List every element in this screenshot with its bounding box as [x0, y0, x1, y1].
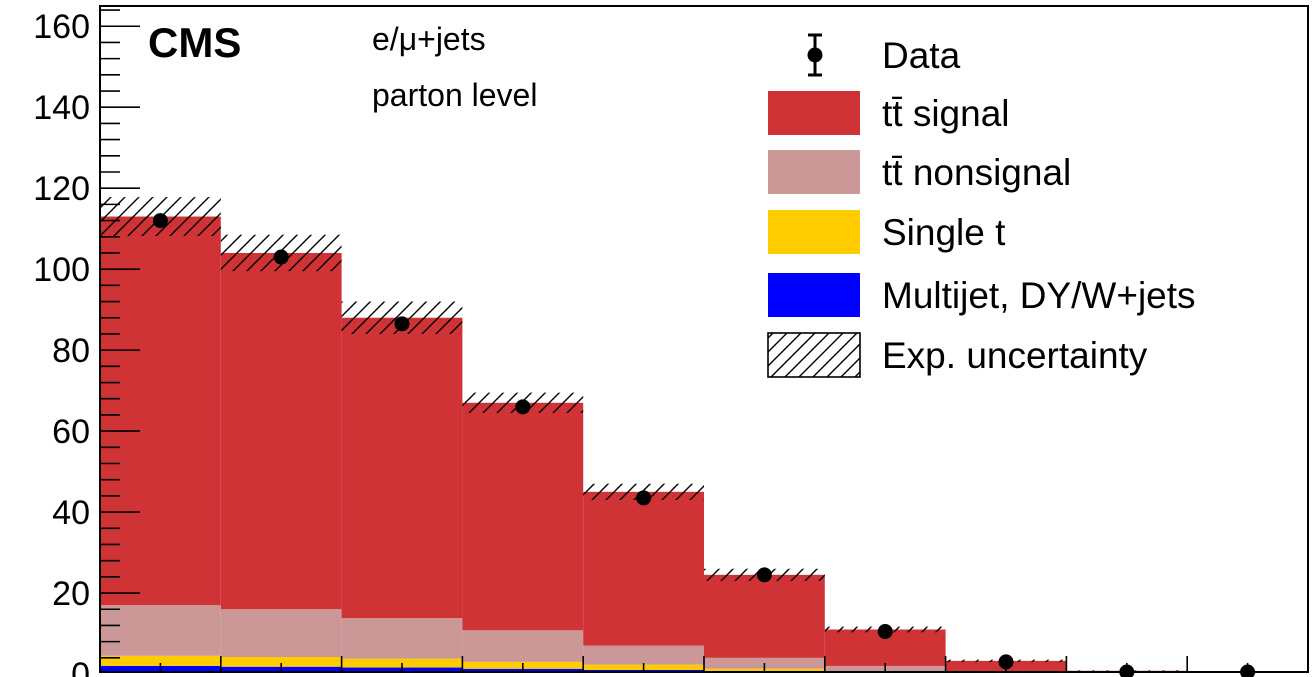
legend-label: Multijet, DY/W+jets: [882, 275, 1196, 316]
y-tick-label: 40: [52, 494, 90, 532]
bar-signal-bin-2: [220, 252, 342, 610]
level-annotation: parton level: [372, 77, 537, 113]
legend-label: tt̄ nonsignal: [882, 152, 1071, 193]
bar-nonsignal-bin-2: [220, 609, 342, 658]
y-tick-label: 140: [33, 89, 90, 127]
data-point-bin-8: [998, 654, 1014, 670]
y-tick-label: 120: [33, 170, 90, 208]
experiment-label: CMS: [148, 19, 241, 66]
data-point-bin-1: [152, 213, 168, 229]
data-point-bin-7: [877, 624, 893, 640]
legend-hatch-swatch: [767, 332, 861, 378]
bar-nonsignal-bin-4: [462, 630, 584, 662]
y-axis: 0 20 40 60 80 100 120 140 160: [33, 8, 140, 677]
bar-signal-bin-4: [462, 402, 584, 631]
y-tick-label: 160: [33, 8, 90, 46]
data-point-bin-2: [273, 249, 289, 265]
legend-swatch: [768, 210, 860, 254]
legend-label: Data: [882, 35, 961, 76]
legend-swatch: [768, 150, 860, 194]
legend: Data tt̄ signal tt̄ nonsignal Single t Multi…: [767, 33, 1196, 378]
data-point-bin-4: [515, 399, 531, 415]
legend-label: Single t: [882, 212, 1006, 253]
bar-signal-bin-5: [583, 491, 704, 646]
bar-nonsignal-bin-1: [100, 605, 221, 656]
bar-nonsignal-bin-3: [341, 618, 463, 659]
bar-signal-bin-6: [704, 574, 825, 658]
x-axis: [99, 656, 1309, 672]
y-tick-label: 80: [52, 332, 90, 370]
y-tick-label: 100: [33, 251, 90, 289]
legend-swatch: [768, 91, 860, 135]
legend-data-marker: [807, 47, 823, 63]
bar-signal-bin-1: [100, 216, 221, 606]
legend-label: Exp. uncertainty: [882, 335, 1148, 376]
plot-area: [99, 5, 1309, 677]
data-point-bin-5: [636, 490, 652, 506]
channel-annotation: e/μ+jets: [372, 21, 486, 57]
bar-single_t-bin-1: [100, 655, 221, 666]
bar-nonsignal-bin-5: [583, 645, 704, 665]
data-point-bin-6: [756, 567, 772, 583]
bar-single_t-bin-2: [220, 657, 342, 667]
y-tick-label: 20: [52, 575, 90, 613]
legend-label: tt̄ signal: [882, 93, 1010, 134]
bar-signal-bin-3: [341, 317, 463, 619]
data-point-bin-3: [394, 316, 410, 332]
y-tick-label: 60: [52, 413, 90, 451]
legend-swatch: [768, 273, 860, 317]
y-tick-label: 0: [71, 656, 90, 677]
chart-annotations: CMS e/μ+jets parton level: [148, 19, 537, 113]
